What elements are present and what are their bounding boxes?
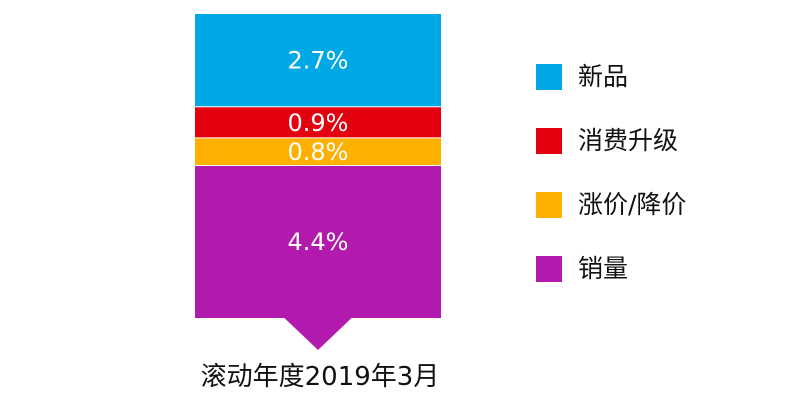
legend-label-consumption-upgrade: 消费升级 [578, 126, 679, 155]
bar-segment-volume [195, 166, 441, 350]
legend-label-new-products: 新品 [578, 62, 629, 91]
legend-item-consumption-upgrade: 消费升级 [536, 126, 678, 156]
data-labels: 2.7% 0.9%0.8% 4.4% [288, 47, 349, 256]
x-category-label: 滚动年度2019年3月 [200, 362, 440, 392]
bar-segment-consumption-upgrade [195, 107, 441, 139]
bar-segments [195, 14, 441, 350]
legend-label-volume: 销量 [578, 254, 629, 283]
bar-segment-price-change [195, 138, 441, 166]
legend-swatch-price-change [536, 192, 562, 218]
legend-item-volume: 销量 [536, 254, 628, 284]
bar-segment-new-products [195, 14, 441, 108]
legend-item-price-change: 涨价/降价 [536, 190, 686, 220]
legend-label-price-change: 涨价/降价 [578, 190, 687, 219]
data-label-consumption-upgrade: 0.9% [288, 109, 349, 137]
data-label-new-products: 2.7% [288, 47, 349, 75]
data-label-volume: 4.4% [288, 228, 349, 256]
legend-swatch-volume [536, 256, 562, 282]
legend-swatch-consumption-upgrade [536, 128, 562, 154]
legend-item-new-products: 新品 [536, 62, 628, 92]
legend: 新品 消费升级 涨价/降价 销量 [536, 62, 786, 312]
legend-swatch-new-products [536, 64, 562, 90]
data-label-price-change: 0.8% [288, 138, 349, 166]
